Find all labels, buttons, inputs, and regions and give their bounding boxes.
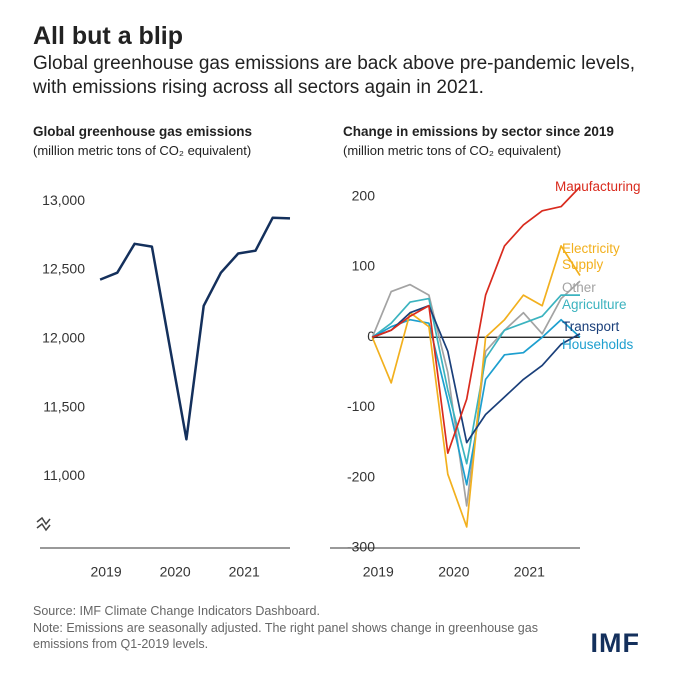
- logo: IMF: [590, 628, 640, 658]
- y-tick-label: -300: [347, 539, 375, 555]
- legend-label: Other: [562, 280, 596, 295]
- legend-label: Electricity Supply: [562, 241, 620, 272]
- y-tick-label: -200: [347, 468, 375, 484]
- panel-title: Change in emissions by sector since 2019: [343, 124, 614, 139]
- x-tick-label: 2019: [363, 564, 394, 580]
- y-tick-label: 11,000: [43, 467, 85, 483]
- axis-break: [36, 516, 51, 532]
- y-tick-label: -100: [347, 398, 375, 414]
- panel-subtitle: (million metric tons of CO₂ equivalent): [343, 143, 562, 158]
- y-tick-label: 200: [352, 187, 376, 203]
- y-tick-label: 13,000: [42, 192, 85, 208]
- legend-label: Manufacturing: [555, 179, 641, 194]
- x-tick-label: 2021: [514, 564, 545, 580]
- legend-label: Agriculture: [562, 297, 627, 312]
- series-line: [372, 304, 581, 444]
- legend-label: Households: [562, 337, 634, 352]
- y-tick-label: 12,500: [42, 261, 85, 277]
- y-tick-label: 0: [367, 328, 375, 344]
- y-tick-label: 100: [352, 258, 376, 274]
- x-tick-label: 2021: [229, 564, 260, 580]
- legend-label: Transport: [562, 319, 620, 334]
- line: [99, 216, 291, 441]
- x-tick-label: 2020: [160, 564, 191, 580]
- panel-title: Global greenhouse gas emissions: [33, 124, 253, 139]
- note: Note: Emissions are seasonally adjusted.…: [33, 621, 538, 651]
- subtitle: Global greenhouse gas emissions are back…: [33, 53, 636, 98]
- title: All but a blip: [33, 22, 183, 50]
- series-line: [372, 186, 581, 455]
- y-tick-label: 11,500: [43, 398, 85, 414]
- series-line: [371, 280, 581, 507]
- y-tick-label: 12,000: [42, 329, 85, 345]
- panel-subtitle: (million metric tons of CO₂ equivalent): [33, 143, 252, 158]
- x-tick-label: 2020: [438, 564, 469, 580]
- series-line: [371, 294, 580, 465]
- x-tick-label: 2019: [91, 564, 122, 580]
- series-line: [371, 245, 581, 528]
- source: Source: IMF Climate Change Indicators Da…: [33, 604, 320, 618]
